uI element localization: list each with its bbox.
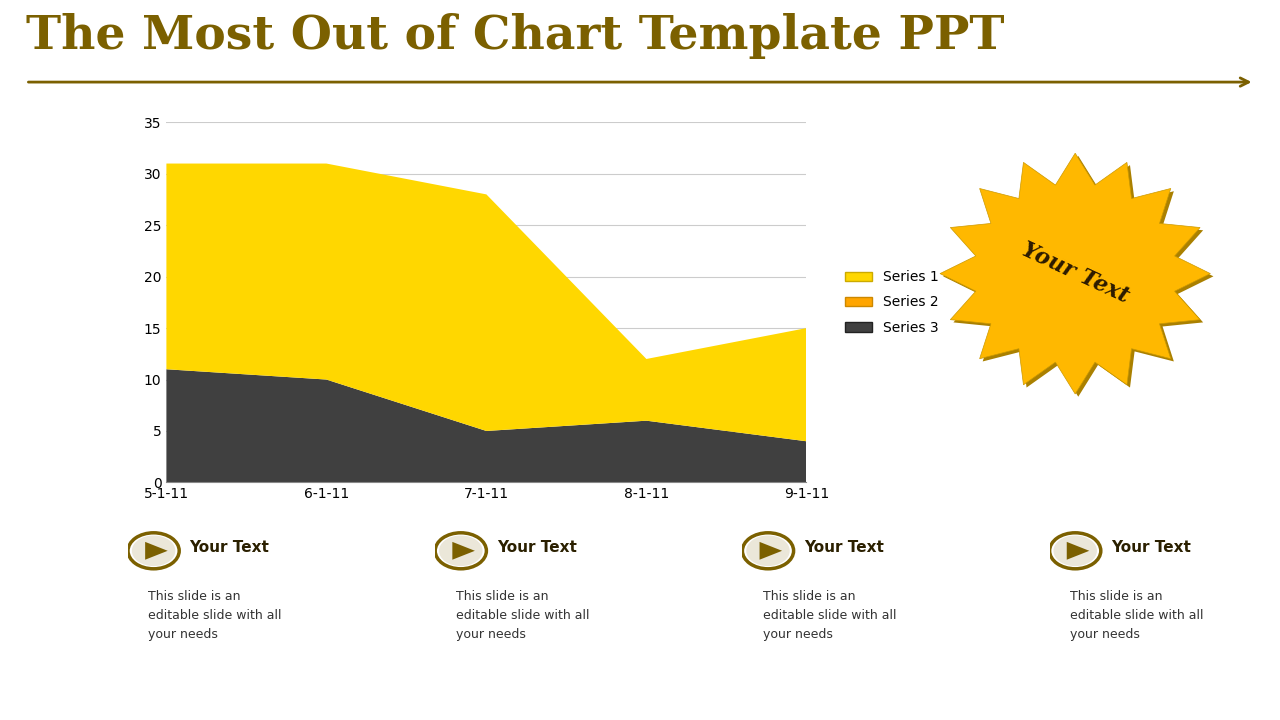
Polygon shape — [943, 156, 1213, 397]
Polygon shape — [145, 542, 168, 559]
Text: The Most Out of Chart Template PPT: The Most Out of Chart Template PPT — [26, 13, 1004, 59]
Circle shape — [746, 536, 790, 566]
Circle shape — [439, 536, 483, 566]
Polygon shape — [940, 153, 1211, 394]
Text: Your Text: Your Text — [189, 540, 269, 554]
Polygon shape — [452, 542, 475, 559]
Text: Your Text: Your Text — [497, 540, 576, 554]
Text: Your Text: Your Text — [1111, 540, 1190, 554]
Legend: Series 1, Series 2, Series 3: Series 1, Series 2, Series 3 — [838, 265, 945, 340]
Text: This slide is an
editable slide with all
your needs: This slide is an editable slide with all… — [763, 590, 896, 642]
Text: Your Text: Your Text — [1018, 239, 1133, 308]
Circle shape — [132, 536, 175, 566]
Polygon shape — [759, 542, 782, 559]
Text: This slide is an
editable slide with all
your needs: This slide is an editable slide with all… — [456, 590, 589, 642]
Circle shape — [1053, 536, 1097, 566]
Text: This slide is an
editable slide with all
your needs: This slide is an editable slide with all… — [1070, 590, 1203, 642]
Polygon shape — [1066, 542, 1089, 559]
Text: Your Text: Your Text — [804, 540, 883, 554]
Text: This slide is an
editable slide with all
your needs: This slide is an editable slide with all… — [148, 590, 282, 642]
